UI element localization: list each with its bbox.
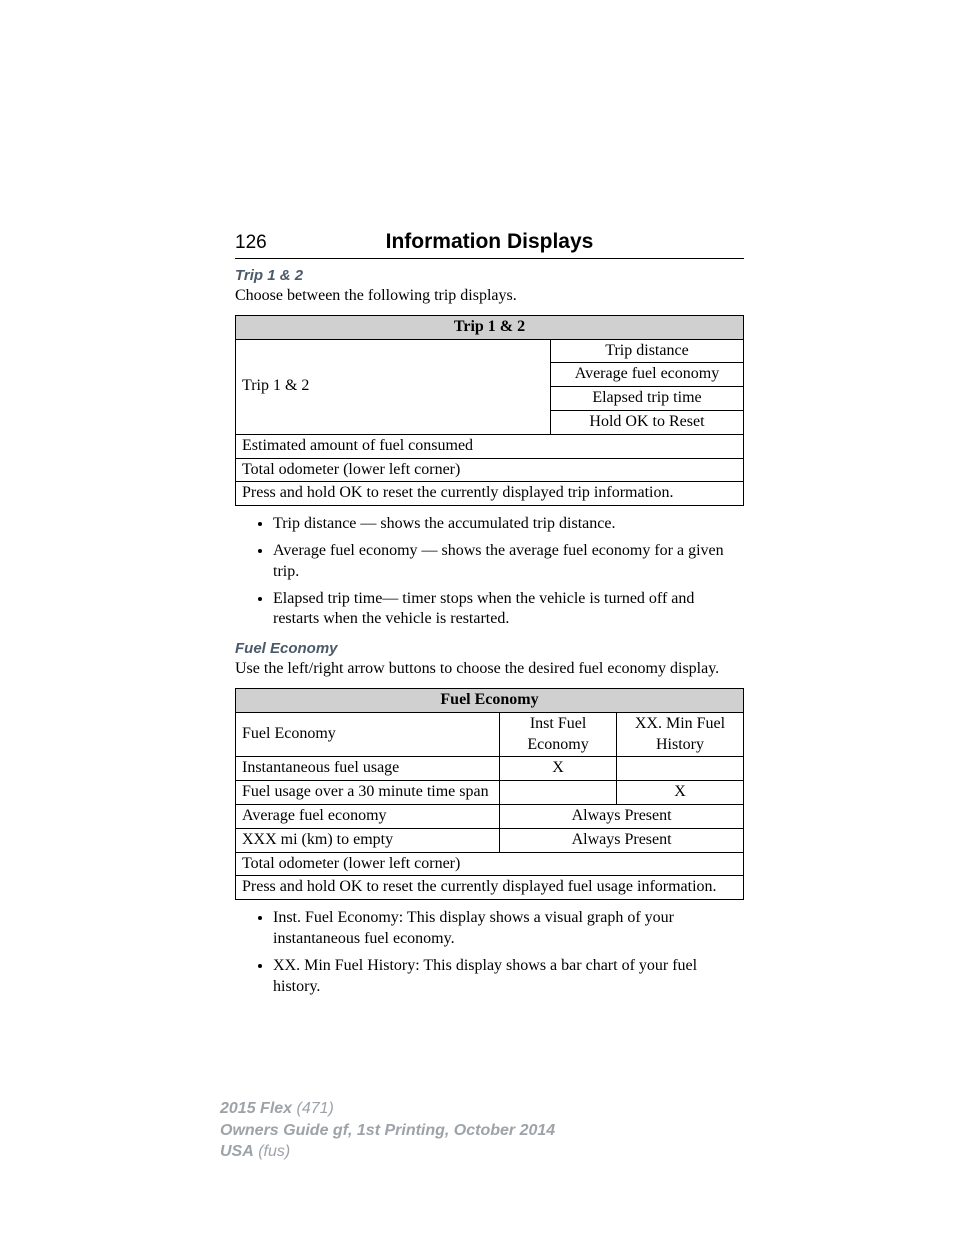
fuel-row-cell: X xyxy=(500,757,617,781)
section-title: Information Displays xyxy=(355,230,744,254)
footer-code: (471) xyxy=(292,1100,334,1117)
trip-table-right-item: Elapsed trip time xyxy=(550,387,743,411)
fuel-table-title: Fuel Economy xyxy=(236,688,744,712)
fuel-merged-value: Always Present xyxy=(500,804,744,828)
fuel-merged-value: Always Present xyxy=(500,828,744,852)
fuel-intro: Use the left/right arrow buttons to choo… xyxy=(235,659,744,680)
trip-table-full-row: Total odometer (lower left corner) xyxy=(236,458,744,482)
footer-line-1: 2015 Flex (471) xyxy=(220,1098,555,1120)
trip-table-left-label: Trip 1 & 2 xyxy=(236,339,551,434)
fuel-row-label: Instantaneous fuel usage xyxy=(236,757,500,781)
fuel-bullets: Inst. Fuel Economy: This display shows a… xyxy=(235,908,744,997)
trip-table-right-item: Hold OK to Reset xyxy=(550,410,743,434)
footer-line-2: Owners Guide gf, 1st Printing, October 2… xyxy=(220,1120,555,1142)
footer-model: 2015 Flex xyxy=(220,1100,292,1117)
fuel-row-cell xyxy=(616,757,743,781)
trip-table-full-row: Press and hold OK to reset the currently… xyxy=(236,482,744,506)
fuel-row-cell xyxy=(500,781,617,805)
trip-table: Trip 1 & 2 Trip 1 & 2 Trip distance Aver… xyxy=(235,315,744,506)
page-footer: 2015 Flex (471) Owners Guide gf, 1st Pri… xyxy=(220,1098,555,1163)
trip-table-right-item: Average fuel economy xyxy=(550,363,743,387)
fuel-row-label: Fuel usage over a 30 minute time span xyxy=(236,781,500,805)
fuel-merged-label: XXX mi (km) to empty xyxy=(236,828,500,852)
trip-bullet: Elapsed trip time— timer stops when the … xyxy=(273,589,744,631)
fuel-table-full-row: Press and hold OK to reset the currently… xyxy=(236,876,744,900)
trip-table-title: Trip 1 & 2 xyxy=(236,315,744,339)
trip-bullet: Average fuel economy — shows the average… xyxy=(273,541,744,583)
fuel-merged-label: Average fuel economy xyxy=(236,804,500,828)
footer-region-code: (fus) xyxy=(254,1143,290,1160)
fuel-bullet: Inst. Fuel Economy: This display shows a… xyxy=(273,908,744,950)
trip-bullets: Trip distance — shows the accumulated tr… xyxy=(235,514,744,630)
trip-table-full-row: Estimated amount of fuel consumed xyxy=(236,434,744,458)
fuel-table: Fuel Economy Fuel Economy Inst Fuel Econ… xyxy=(235,688,744,900)
fuel-bullet: XX. Min Fuel History: This display shows… xyxy=(273,956,744,998)
fuel-row-cell: X xyxy=(616,781,743,805)
page-header: 126 Information Displays xyxy=(235,230,744,259)
fuel-table-full-row: Total odometer (lower left corner) xyxy=(236,852,744,876)
footer-region: USA xyxy=(220,1143,254,1160)
fuel-heading: Fuel Economy xyxy=(235,640,744,657)
trip-heading: Trip 1 & 2 xyxy=(235,267,744,284)
document-page: 126 Information Displays Trip 1 & 2 Choo… xyxy=(0,0,954,1235)
fuel-col-header: Fuel Economy xyxy=(236,712,500,757)
footer-line-3: USA (fus) xyxy=(220,1141,555,1163)
fuel-col-header: XX. Min Fuel History xyxy=(616,712,743,757)
page-number: 126 xyxy=(235,232,355,254)
trip-intro: Choose between the following trip displa… xyxy=(235,286,744,307)
fuel-col-header: Inst Fuel Economy xyxy=(500,712,617,757)
trip-bullet: Trip distance — shows the accumulated tr… xyxy=(273,514,744,535)
trip-table-right-item: Trip distance xyxy=(550,339,743,363)
